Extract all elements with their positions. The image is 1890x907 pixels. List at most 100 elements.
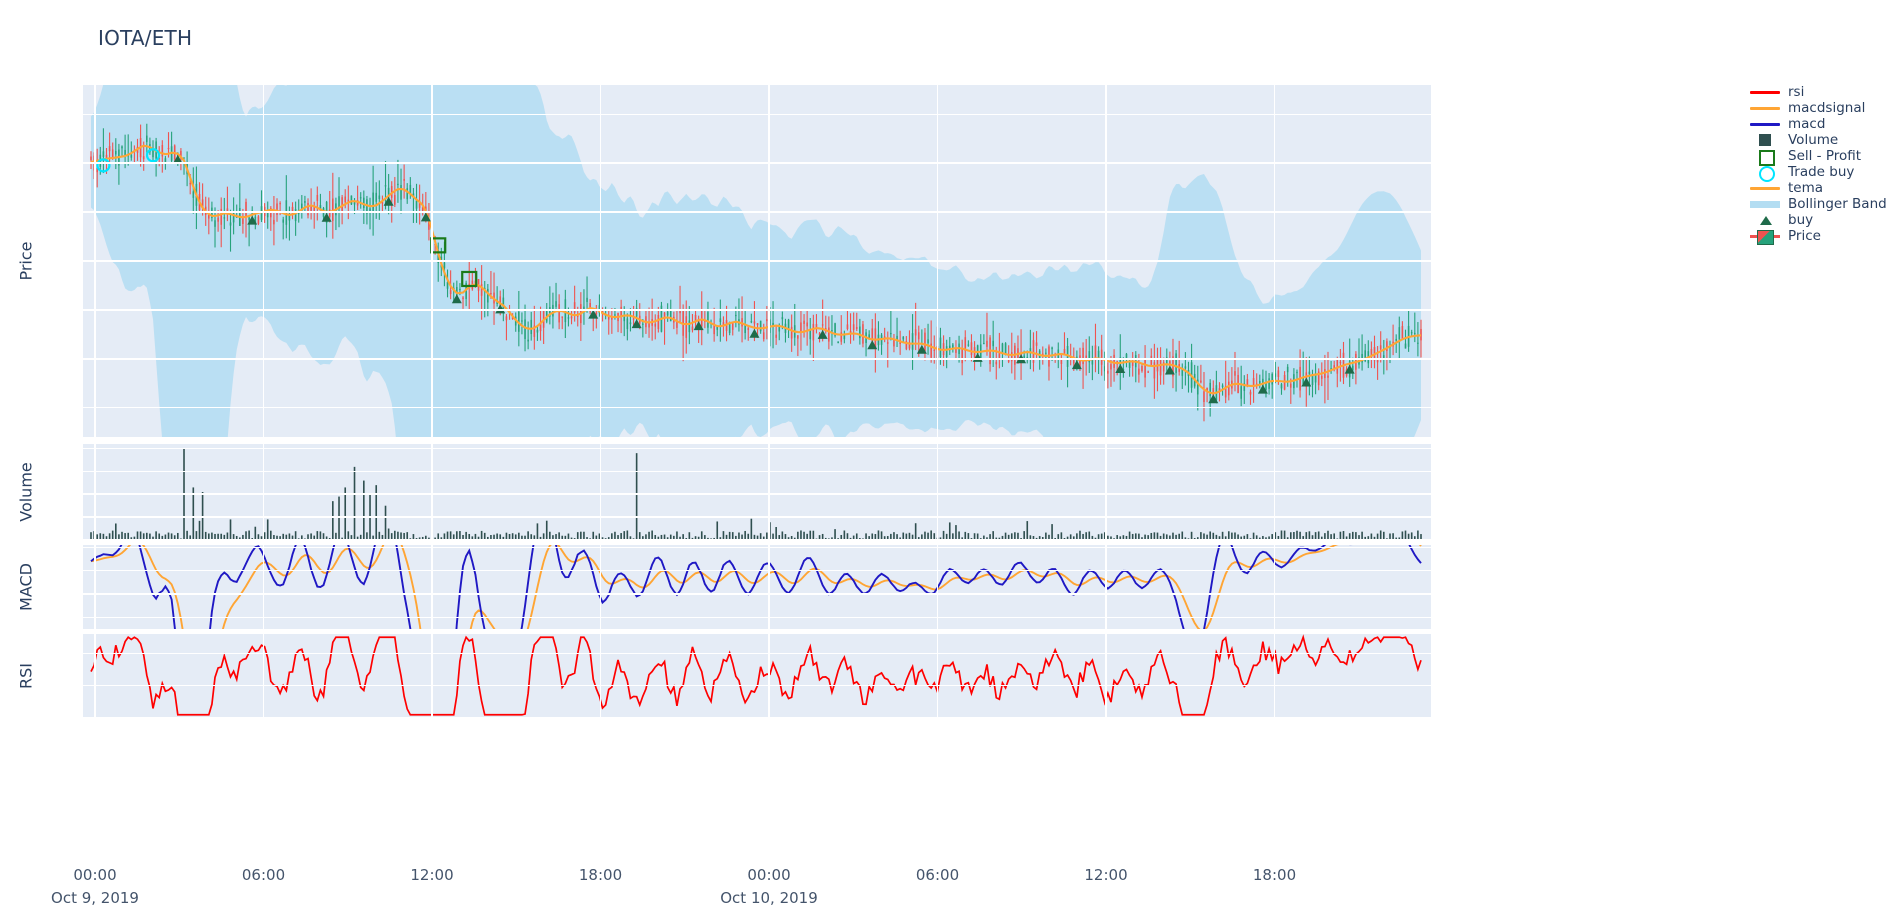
volume-bar [434, 537, 436, 540]
volume-bar [533, 535, 536, 540]
gridline-v [94, 85, 96, 437]
volume-bar [505, 532, 508, 540]
volume-bar [344, 487, 347, 540]
legend-item-trade-buy[interactable]: Trade buy [1748, 164, 1890, 182]
candle-body [279, 203, 281, 205]
candle-body [161, 145, 164, 157]
buy-marker-7 [588, 309, 599, 319]
volume-bar [133, 536, 136, 540]
legend-item-bollinger-band[interactable]: Bollinger Band [1748, 196, 1890, 212]
volume-bar [152, 536, 154, 540]
volume-bar [558, 532, 560, 540]
volume-bar [474, 533, 477, 540]
legend-label: rsi [1788, 84, 1805, 100]
legend-item-macdsignal[interactable]: macdsignal [1748, 100, 1890, 116]
volume-bar [462, 534, 464, 540]
volume-bar [400, 532, 402, 540]
candle-body [595, 312, 598, 315]
legend-item-macd[interactable]: macd [1748, 116, 1890, 132]
volume-bar [1209, 531, 1211, 540]
volume-bar [874, 534, 877, 540]
gridline-v [262, 444, 265, 540]
volume-bar [425, 535, 427, 540]
gridline-h [83, 539, 1431, 541]
candle-body [713, 323, 715, 335]
volume-bar [1401, 531, 1404, 540]
volume-bar [378, 531, 381, 540]
volume-bar [1358, 535, 1360, 540]
candle-body [1029, 348, 1032, 354]
legend-item-rsi[interactable]: rsi [1748, 84, 1890, 100]
volume-bar [986, 537, 988, 540]
volume-bar [855, 533, 858, 540]
gridline-h [83, 470, 1431, 473]
volume-bar [1370, 533, 1373, 540]
volume-bar [1389, 533, 1391, 540]
candle-body [307, 202, 309, 216]
candle-body [121, 146, 123, 149]
legend-item-price[interactable]: Price [1748, 228, 1890, 245]
candle-body [607, 317, 610, 320]
volume-bar [189, 535, 192, 540]
volume-bar [1376, 533, 1379, 540]
volume-bar [1283, 530, 1286, 540]
volume-bar [1345, 536, 1348, 540]
tema-line [90, 144, 1422, 395]
candle-body [1417, 342, 1419, 344]
candle-body [669, 311, 672, 322]
candle-body [722, 322, 725, 326]
volume-bar [1373, 536, 1376, 540]
legend-item-buy[interactable]: buy [1748, 212, 1890, 228]
buy-marker-12 [867, 340, 878, 350]
candle-body [834, 323, 836, 336]
volume-bar [514, 534, 517, 540]
candle-body [601, 310, 604, 313]
candle-body [747, 328, 750, 330]
candle-body [1079, 355, 1081, 368]
candle-body [663, 312, 666, 319]
candle-body [1339, 361, 1342, 364]
volume-bar [477, 536, 480, 540]
volume-bar [766, 532, 768, 540]
volume-bar [111, 530, 114, 540]
candle-body [1398, 327, 1401, 340]
gridline-v [94, 444, 96, 540]
legend-label: Sell - Profit [1788, 148, 1862, 164]
candle-body [1382, 355, 1385, 360]
gridline-v [599, 444, 602, 540]
volume-bar [738, 532, 740, 540]
volume-bar [456, 531, 458, 540]
volume-bar [195, 531, 198, 540]
legend-item-volume[interactable]: Volume [1748, 132, 1890, 148]
volume-bar [790, 536, 793, 540]
legend-item-tema[interactable]: tema [1748, 180, 1890, 196]
legend-item-sell-profit[interactable]: Sell - Profit [1748, 148, 1890, 166]
xdate-1: Oct 10, 2019 [720, 889, 818, 907]
volume-bar [555, 534, 557, 540]
volume-bar [797, 531, 799, 540]
volume-bar [1351, 531, 1354, 540]
volume-bar [235, 535, 238, 540]
gridline-v [431, 85, 433, 437]
candle-body [930, 343, 932, 358]
volume-bar [1302, 536, 1304, 540]
buy-marker-16 [1071, 360, 1082, 370]
volume-bar [1116, 535, 1118, 540]
volume-bar [487, 536, 489, 540]
legend-key-band-icon [1748, 196, 1782, 212]
legend-label: macd [1788, 116, 1826, 132]
candle-body [549, 307, 551, 317]
volume-bar [266, 519, 269, 540]
candle-body [1147, 371, 1149, 373]
gridline-v [599, 634, 602, 718]
sell-profit-marker-1 [461, 270, 478, 288]
candle-body [552, 304, 554, 317]
volume-bar [211, 532, 213, 540]
volume-bar [518, 532, 520, 540]
volume-bar [1094, 537, 1097, 540]
buy-marker-5 [451, 294, 462, 304]
volume-bar [93, 531, 95, 540]
gridline-v [94, 545, 96, 629]
candle-body [1289, 383, 1292, 388]
volume-bar [924, 531, 926, 540]
